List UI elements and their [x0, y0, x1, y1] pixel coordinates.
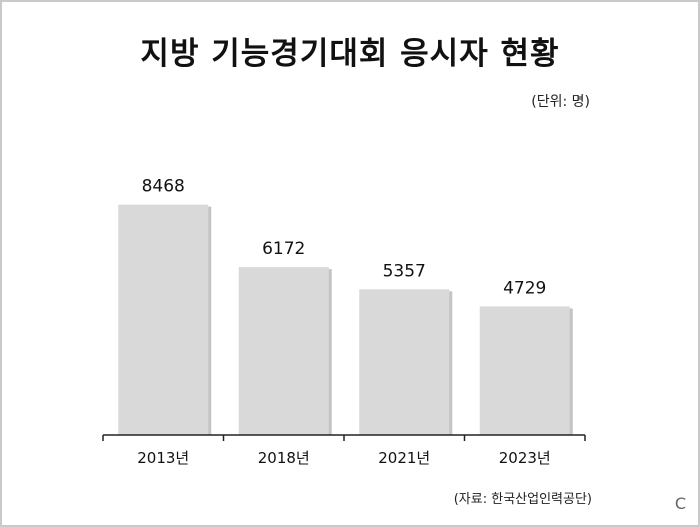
bar-value-label: 4729 [503, 278, 546, 298]
chart-title: 지방 기능경기대회 응시자 현황 [140, 36, 560, 72]
category-label: 2023년 [499, 449, 551, 467]
bar [479, 306, 570, 435]
bar-value-label: 8468 [142, 177, 185, 197]
bar-value-label: 6172 [262, 239, 305, 259]
corner-mark: C [674, 494, 686, 513]
bar-value-label: 5357 [383, 261, 426, 281]
category-label: 2021년 [378, 449, 430, 467]
bar [359, 289, 450, 435]
source-note: (자료: 한국산업인력공단) [453, 492, 592, 507]
category-label: 2013년 [137, 449, 189, 467]
bar [118, 204, 209, 435]
bar [238, 267, 329, 435]
unit-note: (단위: 명) [531, 94, 590, 110]
category-label: 2018년 [258, 449, 310, 467]
